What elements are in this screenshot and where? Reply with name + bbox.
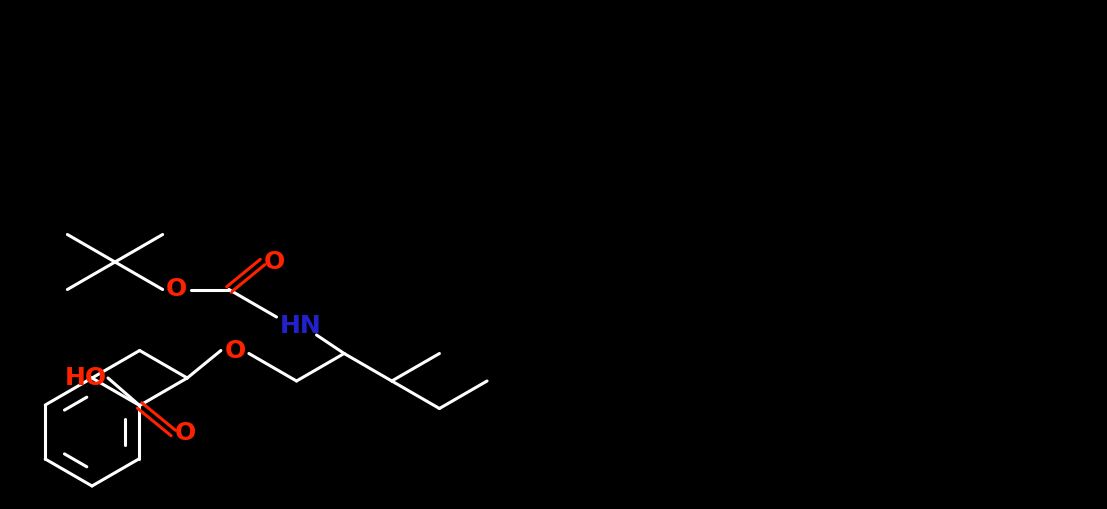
Text: O: O bbox=[175, 421, 196, 445]
Text: O: O bbox=[166, 277, 187, 301]
Text: HO: HO bbox=[65, 366, 107, 390]
Text: O: O bbox=[263, 250, 286, 274]
Text: HN: HN bbox=[280, 314, 321, 338]
Text: O: O bbox=[225, 338, 246, 362]
